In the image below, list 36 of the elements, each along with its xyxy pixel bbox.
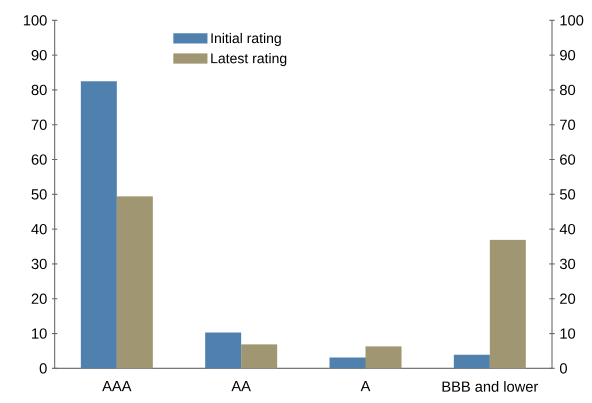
x-tick-label: A [360,381,370,392]
bar [366,346,402,368]
y-tick-label: 100 [24,15,47,26]
y-tick-label: 70 [32,120,47,130]
y2-tick-label: 20 [560,294,576,304]
bar [241,344,278,368]
y-tick-label: 20 [32,294,47,304]
x-tick-label: AA [231,381,251,392]
y2-tick-label: 50 [560,189,576,200]
y-tick-label: 50 [32,189,47,200]
y-tick-label: 10 [32,328,47,339]
y2-tick-label: 40 [560,224,576,234]
bar [454,354,490,368]
y2-tick-label: 100 [560,15,584,26]
y2-tick-label: 0 [560,363,567,374]
bar [80,81,117,368]
y2-tick-label: 10 [560,328,576,339]
y2-tick-label: 30 [560,258,576,270]
legend-label: Initial rating [211,32,281,46]
bar [330,358,366,368]
y-tick-label: 30 [32,258,47,270]
bar [205,332,242,368]
y2-tick-label: 60 [560,154,576,165]
y2-tick-label: 70 [560,120,576,130]
y-tick-label: 90 [32,50,47,60]
x-tick-label: AAA [102,381,132,392]
y2-tick-label: 80 [560,84,576,96]
bar [490,240,526,368]
y-tick-label: 80 [32,84,47,96]
x-tick-label: BBB and lower [442,381,538,392]
y2-tick-label: 90 [560,50,576,60]
y-tick-label: 40 [31,224,47,234]
y-tick-label: 60 [32,154,47,165]
y-tick-label: 0 [40,363,47,374]
bar [116,196,153,368]
legend-label: Latest rating [211,53,286,66]
